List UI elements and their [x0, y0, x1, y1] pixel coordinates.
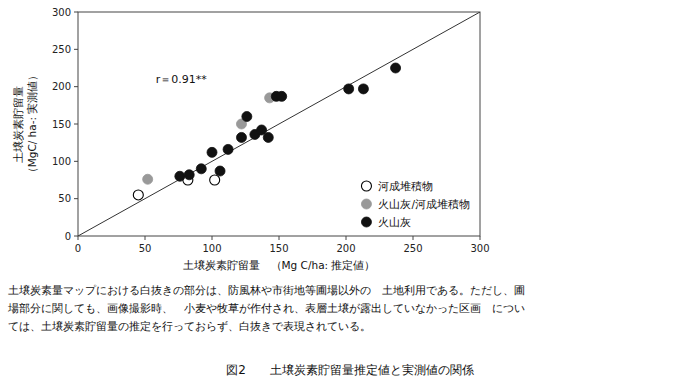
- point: [133, 190, 143, 200]
- x-tick: [145, 236, 146, 240]
- caption-line: ては、土壌炭素貯留量の推定を行っておらず、白抜きで表現されている。: [8, 320, 371, 333]
- y-axis-label-line: （MgC/ ha-: 実測値）: [26, 70, 38, 179]
- legend-label: 河成堆積物: [378, 180, 433, 192]
- point: [277, 91, 287, 101]
- point: [391, 63, 401, 73]
- point: [184, 170, 194, 180]
- y-tick-label: 150: [52, 119, 71, 130]
- y-tick: [74, 86, 78, 87]
- x-tick-label: 50: [139, 243, 152, 254]
- y-tick-label: 300: [52, 7, 71, 18]
- point: [242, 112, 252, 122]
- reference-line: [78, 12, 480, 236]
- x-tick: [279, 236, 280, 240]
- y-tick: [74, 236, 78, 237]
- y-tick: [74, 198, 78, 199]
- x-tick-label: 0: [75, 243, 81, 254]
- chart: 0 50 100 150 200 250 300 0 50 100 150 200 250 300 土壌炭素…: [0, 0, 700, 384]
- y-axis-label-line: 土壌炭素貯留量: [12, 86, 24, 163]
- plot-frame: [78, 12, 480, 236]
- plot-area: [78, 12, 480, 236]
- point: [210, 175, 220, 185]
- x-tick-label: 100: [202, 243, 221, 254]
- x-tick: [413, 236, 414, 240]
- y-tick: [74, 49, 78, 50]
- y-tick-label: 200: [52, 81, 71, 92]
- annotation: r＝0.91**: [156, 73, 208, 86]
- caption-line: 土壌炭素量マップにおける白抜きの部分は、防風林や市街地等圃場以外の 土地利用であ…: [8, 284, 525, 297]
- legend-marker: [361, 217, 371, 227]
- x-tick-label: 200: [336, 243, 355, 254]
- y-tick: [74, 161, 78, 162]
- x-tick: [346, 236, 347, 240]
- x-axis-label: 土壌炭素貯留量 （Mg C/ha: 推定値）: [183, 259, 376, 271]
- x-tick: [480, 236, 481, 240]
- figure-title: 図2 土壌炭素貯留量推定値と実測値の関係: [226, 363, 474, 377]
- legend: 河成堆積物火山灰/河成堆積物火山灰: [361, 180, 470, 228]
- x-tick-label: 250: [403, 243, 422, 254]
- legend-marker: [361, 199, 371, 209]
- y-axis-label: 土壌炭素貯留量（MgC/ ha-: 実測値）: [12, 70, 38, 179]
- point: [358, 84, 368, 94]
- point: [143, 174, 153, 184]
- y-tick-label: 100: [52, 156, 71, 167]
- point: [207, 147, 217, 157]
- point: [175, 171, 185, 181]
- x-tick-label: 150: [269, 243, 288, 254]
- x-tick: [78, 236, 79, 240]
- y-tick: [74, 12, 78, 13]
- y-tick-label: 50: [58, 193, 71, 204]
- y-tick-label: 0: [65, 231, 71, 242]
- x-tick: [212, 236, 213, 240]
- point: [196, 164, 206, 174]
- point: [344, 84, 354, 94]
- caption-line: 場部分に関しても、画像撮影時、 小麦や牧草が作付され、表層土壌が露出していなかっ…: [7, 302, 525, 314]
- point: [263, 132, 273, 142]
- y-tick: [74, 124, 78, 125]
- legend-label: 火山灰: [378, 216, 411, 228]
- legend-marker: [361, 181, 371, 191]
- x-tick-label: 300: [470, 243, 489, 254]
- point: [215, 166, 225, 176]
- legend-label: 火山灰/河成堆積物: [378, 198, 470, 210]
- point: [223, 144, 233, 154]
- y-tick-label: 250: [52, 44, 71, 55]
- point: [236, 132, 246, 142]
